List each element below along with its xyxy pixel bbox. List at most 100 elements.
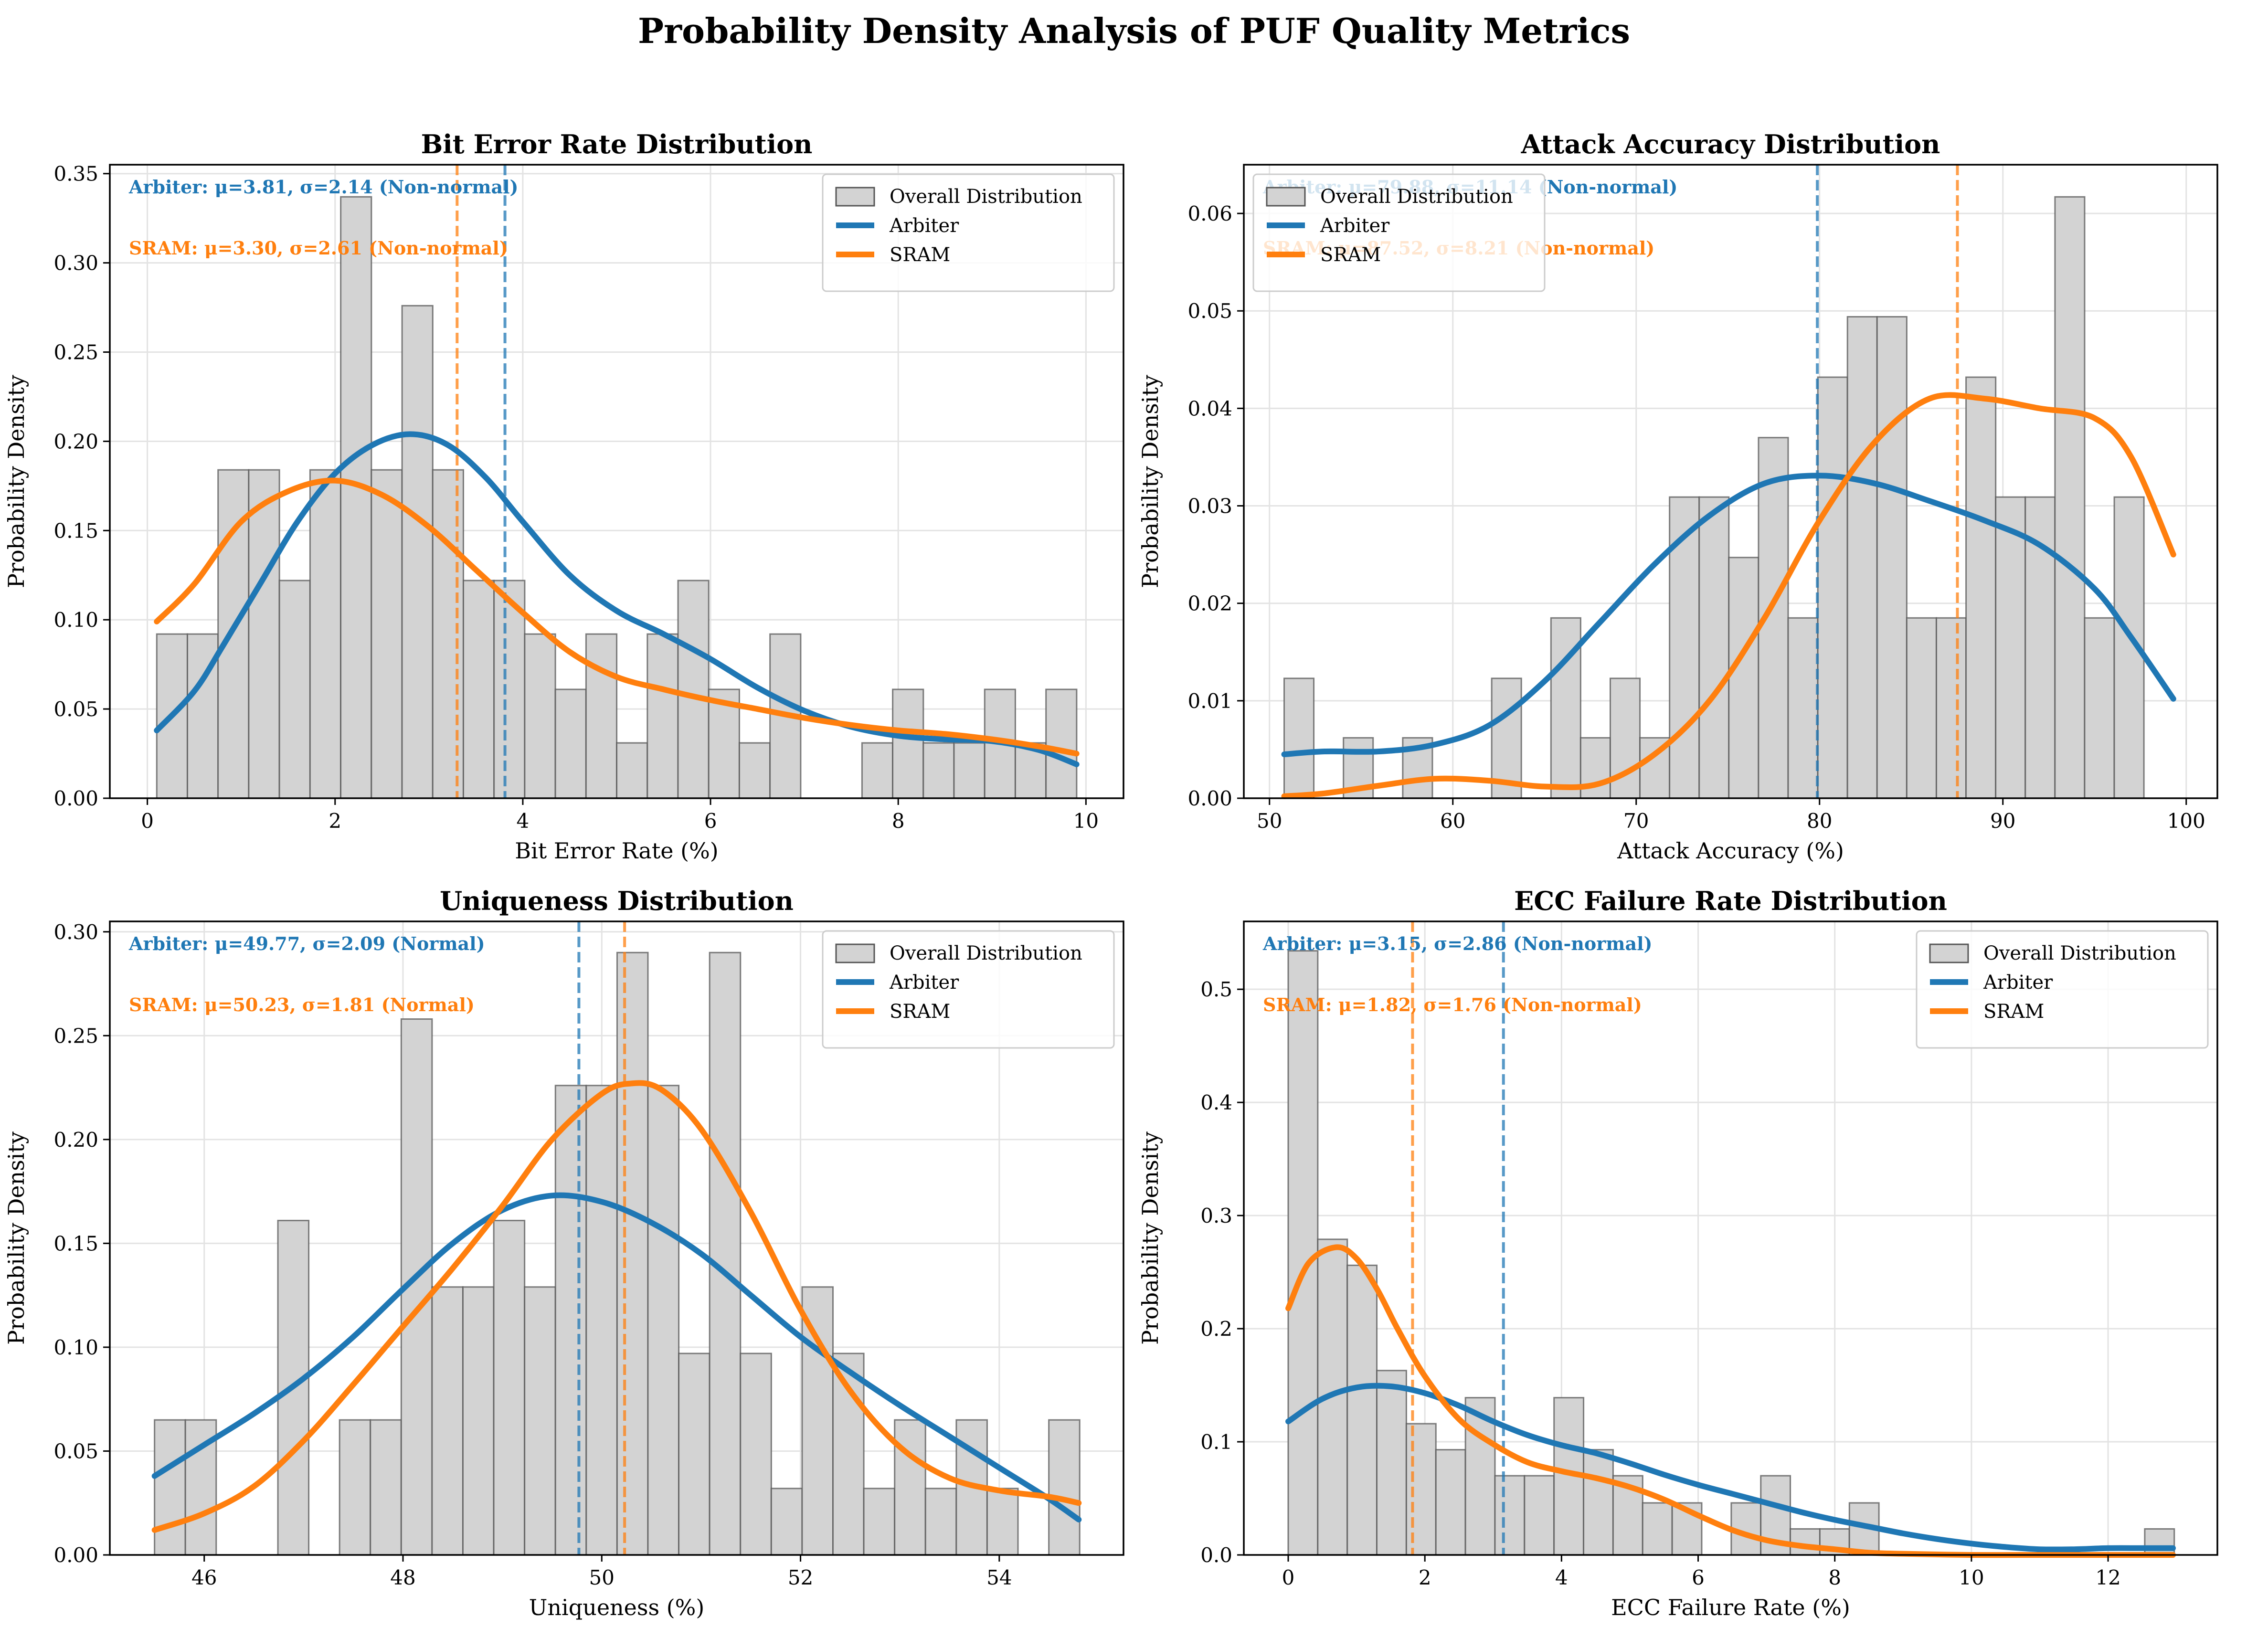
legend-box	[822, 173, 1115, 292]
histogram-bar	[248, 469, 280, 799]
y-tick-label: 0.05	[53, 1439, 98, 1463]
subplot-1: 0 2 4 6 8 10 0.00 0.05 0.10 0.15 0.20 0.25 0.30 0.35 B…	[3, 129, 1124, 864]
legend-label: Overall Distribution	[890, 186, 1082, 208]
legend-label: SRAM	[890, 1001, 950, 1023]
stats-annotation-arbiter: Arbiter: μ=3.81, σ=2.14 (Non-normal)	[128, 176, 519, 198]
legend-box	[822, 930, 1115, 1049]
density-curve-sram	[151, 1080, 1082, 1533]
histogram-bar	[1965, 376, 1997, 799]
y-tick-label: 0.15	[53, 519, 98, 542]
stats-annotation-arbiter: Arbiter: μ=3.15, σ=2.86 (Non-normal)	[1262, 933, 1653, 954]
subplot-title: Bit Error Rate Distribution	[421, 129, 813, 159]
legend-label: SRAM	[1983, 1001, 2044, 1023]
histogram-bar	[493, 1220, 526, 1556]
histogram-bar	[894, 1419, 926, 1556]
subplot-title: ECC Failure Rate Distribution	[1514, 886, 1947, 916]
x-tick-label: 54	[986, 1566, 1012, 1589]
histogram-bar	[524, 1286, 556, 1556]
histogram-bar	[953, 742, 986, 799]
histogram-bar	[1405, 1423, 1437, 1556]
stats-annotation-arbiter: Arbiter: μ=49.77, σ=2.09 (Normal)	[128, 933, 485, 954]
x-tick-label: 2	[329, 809, 341, 833]
axes-frame	[1243, 164, 2218, 799]
x-tick-label: 60	[1440, 809, 1465, 833]
legend-box	[1252, 173, 1546, 292]
histogram-bar	[1048, 1419, 1081, 1556]
stats-annotation-sram: SRAM: μ=3.30, σ=2.61 (Non-normal)	[129, 237, 508, 259]
x-tick-label: 48	[390, 1566, 415, 1589]
y-tick-label: 0.1	[1200, 1430, 1232, 1454]
y-tick-label: 0.4	[1200, 1091, 1232, 1114]
x-tick-label: 90	[1990, 809, 2015, 833]
y-tick-label: 0.00	[53, 1543, 98, 1567]
figure-title: Probability Density Analysis of PUF Qual…	[637, 11, 1630, 51]
histogram-bar	[1045, 688, 1078, 799]
x-tick-label: 70	[1623, 809, 1649, 833]
subplot-4: 0 2 4 6 8 10 12 0.0 0.1 0.2 0.3 0.4 0.5 ECC Failure R…	[1137, 886, 2218, 1620]
histogram-bar	[770, 1488, 803, 1556]
stats-annotation-sram: SRAM: μ=1.82, σ=1.76 (Non-normal)	[1263, 994, 1642, 1015]
x-tick-label: 50	[589, 1566, 615, 1589]
histogram-bar	[1524, 1475, 1555, 1556]
legend-swatch-histogram	[835, 187, 875, 207]
x-tick-label: 8	[892, 809, 905, 833]
histogram-bar	[1790, 1528, 1821, 1556]
x-tick-label: 8	[1828, 1566, 1841, 1589]
x-tick-label: 0	[141, 809, 154, 833]
legend: Overall Distribution Arbiter SRAM	[822, 930, 1115, 1049]
histogram-bar	[1728, 557, 1759, 799]
histogram-bar	[678, 1353, 710, 1556]
histogram-bar	[340, 196, 372, 799]
legend-label: Arbiter	[1320, 215, 1390, 237]
y-axis-label: Probability Density	[3, 1131, 29, 1345]
histogram-bar	[740, 1353, 772, 1556]
subplot-title: Uniqueness Distribution	[440, 886, 794, 916]
y-tick-label: 0.25	[53, 340, 98, 364]
y-tick-label: 0.10	[53, 608, 98, 632]
x-tick-label: 6	[704, 809, 717, 833]
y-tick-label: 0.20	[53, 1128, 98, 1152]
legend-label: Arbiter	[1983, 972, 2053, 993]
legend-label: Arbiter	[889, 215, 959, 237]
density-curve-sram	[1281, 392, 2176, 799]
histogram-bar	[1995, 496, 2026, 799]
y-tick-label: 0.3	[1200, 1204, 1232, 1227]
legend-label: SRAM	[890, 244, 950, 266]
x-tick-label: 4	[1555, 1566, 1568, 1589]
histogram-bar	[1346, 1264, 1378, 1556]
y-tick-label: 0.2	[1200, 1317, 1232, 1341]
y-tick-label: 0.00	[53, 787, 98, 810]
y-tick-label: 0.02	[1187, 592, 1232, 615]
y-tick-label: 0.10	[53, 1336, 98, 1359]
histogram-bar	[585, 633, 618, 799]
histogram-bar	[2084, 617, 2115, 799]
histogram-bar	[1787, 617, 1819, 799]
histogram-bar	[924, 1488, 957, 1556]
y-tick-label: 0.03	[1187, 495, 1232, 518]
x-axis-label: Bit Error Rate (%)	[515, 838, 719, 864]
histogram-bar	[1550, 617, 1581, 799]
histogram-bar	[647, 1085, 680, 1556]
histogram-bar	[1376, 1370, 1407, 1556]
histogram-bar	[401, 305, 434, 799]
histogram-bar	[371, 469, 403, 799]
histogram-bar	[2144, 1528, 2175, 1556]
histogram-bar	[1283, 677, 1315, 799]
legend-swatch-histogram	[1266, 187, 1306, 207]
histogram-bar	[462, 580, 495, 799]
histogram-bar	[278, 580, 311, 799]
x-tick-label: 52	[788, 1566, 813, 1589]
histogram-bar	[585, 1085, 618, 1556]
y-axis-label: Probability Density	[3, 375, 29, 588]
legend: Overall Distribution Arbiter SRAM	[822, 173, 1115, 292]
histogram-bar	[1906, 617, 1937, 799]
histogram-bar	[1817, 376, 1848, 799]
histogram-bar	[616, 951, 649, 1556]
subplot-3: 46 48 50 52 54 0.00 0.05 0.10 0.15 0.20 0.25 0.30 Un…	[3, 886, 1124, 1620]
y-tick-label: 0.25	[53, 1024, 98, 1047]
legend: Overall Distribution Arbiter SRAM	[1916, 930, 2209, 1049]
histogram-bar	[922, 742, 955, 799]
legend-label: Overall Distribution	[1983, 942, 2176, 964]
